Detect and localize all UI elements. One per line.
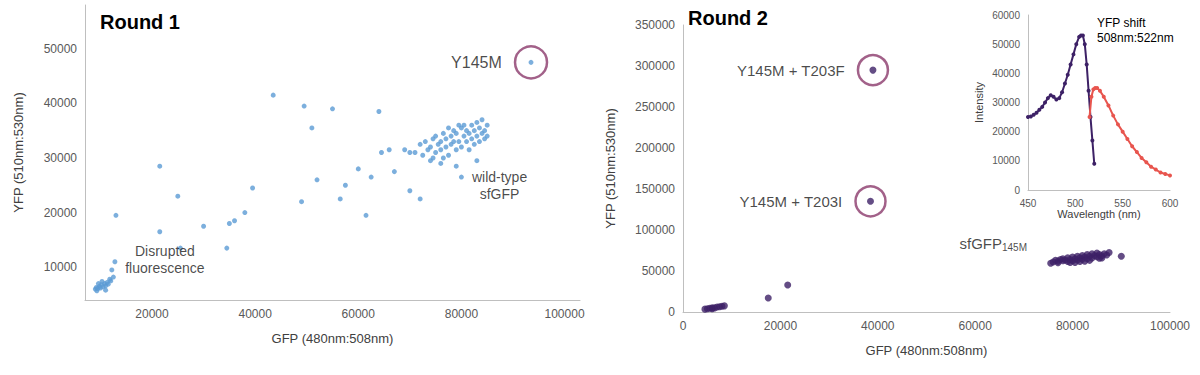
svg-text:10000: 10000 — [44, 260, 78, 274]
svg-text:20000: 20000 — [764, 319, 798, 333]
svg-text:Y145M + T203I: Y145M + T203I — [740, 193, 843, 210]
svg-text:100000: 100000 — [1150, 319, 1190, 333]
svg-text:450: 450 — [1020, 198, 1037, 209]
svg-text:500: 500 — [1067, 198, 1084, 209]
svg-text:10000: 10000 — [992, 155, 1020, 166]
svg-text:GFP (480nm:508nm): GFP (480nm:508nm) — [272, 331, 394, 346]
svg-text:YFP (510nm:530nm): YFP (510nm:530nm) — [11, 92, 26, 212]
svg-text:100000: 100000 — [635, 223, 675, 237]
svg-text:50000: 50000 — [992, 39, 1020, 50]
svg-text:fluorescence: fluorescence — [125, 260, 205, 276]
svg-text:GFP (480nm:508nm): GFP (480nm:508nm) — [866, 343, 988, 358]
svg-text:40000: 40000 — [44, 96, 78, 110]
svg-text:50000: 50000 — [44, 42, 78, 56]
svg-text:Y145M: Y145M — [451, 54, 502, 71]
svg-text:20000: 20000 — [135, 307, 169, 321]
svg-text:550: 550 — [1114, 198, 1131, 209]
svg-text:250000: 250000 — [635, 100, 675, 114]
svg-text:YFP shift: YFP shift — [1097, 16, 1146, 30]
svg-text:20000: 20000 — [44, 206, 78, 220]
svg-text:60000: 60000 — [959, 319, 993, 333]
svg-text:40000: 40000 — [861, 319, 895, 333]
svg-text:40000: 40000 — [238, 307, 272, 321]
svg-text:Wavelength (nm): Wavelength (nm) — [1057, 208, 1140, 220]
svg-text:Y145M + T203F: Y145M + T203F — [737, 62, 845, 79]
svg-text:300000: 300000 — [635, 59, 675, 73]
svg-text:100000: 100000 — [545, 307, 585, 321]
svg-text:508nm:522nm: 508nm:522nm — [1097, 31, 1174, 45]
svg-text:0: 0 — [1014, 185, 1020, 196]
svg-text:0: 0 — [680, 319, 687, 333]
svg-text:20000: 20000 — [992, 126, 1020, 137]
svg-text:0: 0 — [668, 305, 675, 319]
svg-text:sfGFP: sfGFP — [480, 186, 520, 202]
svg-text:30000: 30000 — [992, 97, 1020, 108]
svg-text:80000: 80000 — [445, 307, 479, 321]
svg-text:wild-type: wild-type — [471, 169, 527, 185]
svg-text:YFP (510nm:530nm): YFP (510nm:530nm) — [603, 108, 618, 228]
svg-text:Disrupted: Disrupted — [135, 243, 195, 259]
svg-text:350000: 350000 — [635, 18, 675, 32]
svg-text:30000: 30000 — [44, 151, 78, 165]
svg-text:600: 600 — [1162, 198, 1179, 209]
svg-text:40000: 40000 — [992, 68, 1020, 79]
svg-text:Round 1: Round 1 — [100, 11, 180, 33]
svg-text:200000: 200000 — [635, 141, 675, 155]
svg-text:80000: 80000 — [1056, 319, 1090, 333]
svg-text:Intensity: Intensity — [973, 82, 985, 123]
svg-text:60000: 60000 — [992, 10, 1020, 21]
svg-text:Round 2: Round 2 — [688, 7, 768, 29]
svg-text:50000: 50000 — [642, 264, 676, 278]
svg-text:145M: 145M — [1002, 242, 1027, 253]
svg-text:150000: 150000 — [635, 182, 675, 196]
svg-text:sfGFP: sfGFP — [959, 235, 1002, 252]
svg-text:60000: 60000 — [342, 307, 376, 321]
